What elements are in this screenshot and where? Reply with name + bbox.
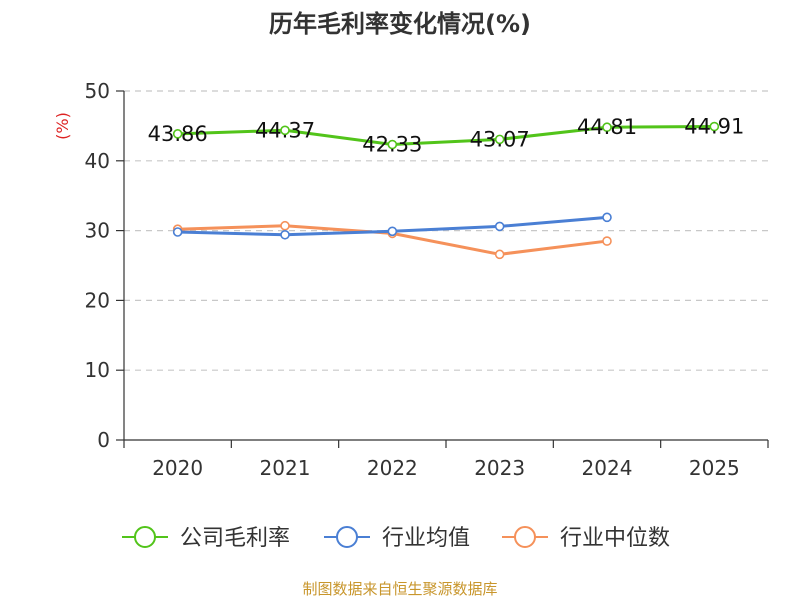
y-tick-label: 30 (85, 219, 110, 243)
series-group (172, 121, 720, 260)
y-tick-label: 10 (85, 358, 110, 382)
data-point (387, 139, 398, 150)
data-label: 43.86 (148, 122, 208, 146)
legend-label: 公司毛利率 (180, 526, 290, 551)
data-point (602, 212, 612, 223)
data-labels: 43.86 44.37 42.33 43.07 44.81 44.91 (148, 115, 745, 157)
legend-marker (514, 526, 536, 548)
data-point (709, 121, 720, 132)
x-tick-label: 2020 (152, 456, 203, 480)
data-point (494, 249, 505, 260)
data-point (280, 229, 290, 240)
legend-label: 行业中位数 (560, 526, 670, 551)
data-point (602, 236, 612, 246)
legend-label: 行业均值 (382, 526, 470, 551)
data-label: 42.33 (362, 133, 422, 157)
x-tick-label: 2021 (260, 456, 311, 480)
x-tick-label: 2022 (367, 456, 418, 480)
data-label: 43.07 (470, 127, 530, 151)
legend-marker (336, 526, 358, 548)
axes: 0 10 20 30 40 50 2020 2021 2022 2023 2024 2025 (85, 79, 769, 480)
legend: 公司毛利率 行业均值 行业中位数 (122, 526, 670, 551)
x-tick-label: 2025 (689, 456, 740, 480)
y-tick-label: 40 (85, 149, 110, 173)
chart-title: 历年毛利率变化情况(%) (269, 10, 531, 38)
data-point (494, 134, 505, 145)
data-label: 44.91 (684, 115, 744, 139)
data-point (387, 226, 398, 237)
data-point (494, 221, 505, 232)
grid-lines (124, 90, 768, 371)
data-point (280, 220, 290, 231)
source-note: 制图数据来自恒生聚源数据库 (302, 580, 497, 598)
data-point (602, 122, 612, 133)
y-tick-label: 50 (85, 79, 110, 103)
legend-marker (134, 526, 156, 548)
y-tick-label: 20 (85, 288, 110, 312)
data-label: 44.37 (255, 118, 315, 142)
series-line (176, 125, 716, 147)
data-label: 44.81 (577, 115, 637, 139)
y-tick-label: 0 (97, 428, 110, 452)
x-tick-label: 2024 (582, 456, 633, 480)
y-axis-label: (%) (53, 112, 72, 140)
x-tick-label: 2023 (474, 456, 525, 480)
data-point (172, 129, 183, 139)
data-point (280, 125, 290, 136)
data-point (172, 227, 183, 237)
